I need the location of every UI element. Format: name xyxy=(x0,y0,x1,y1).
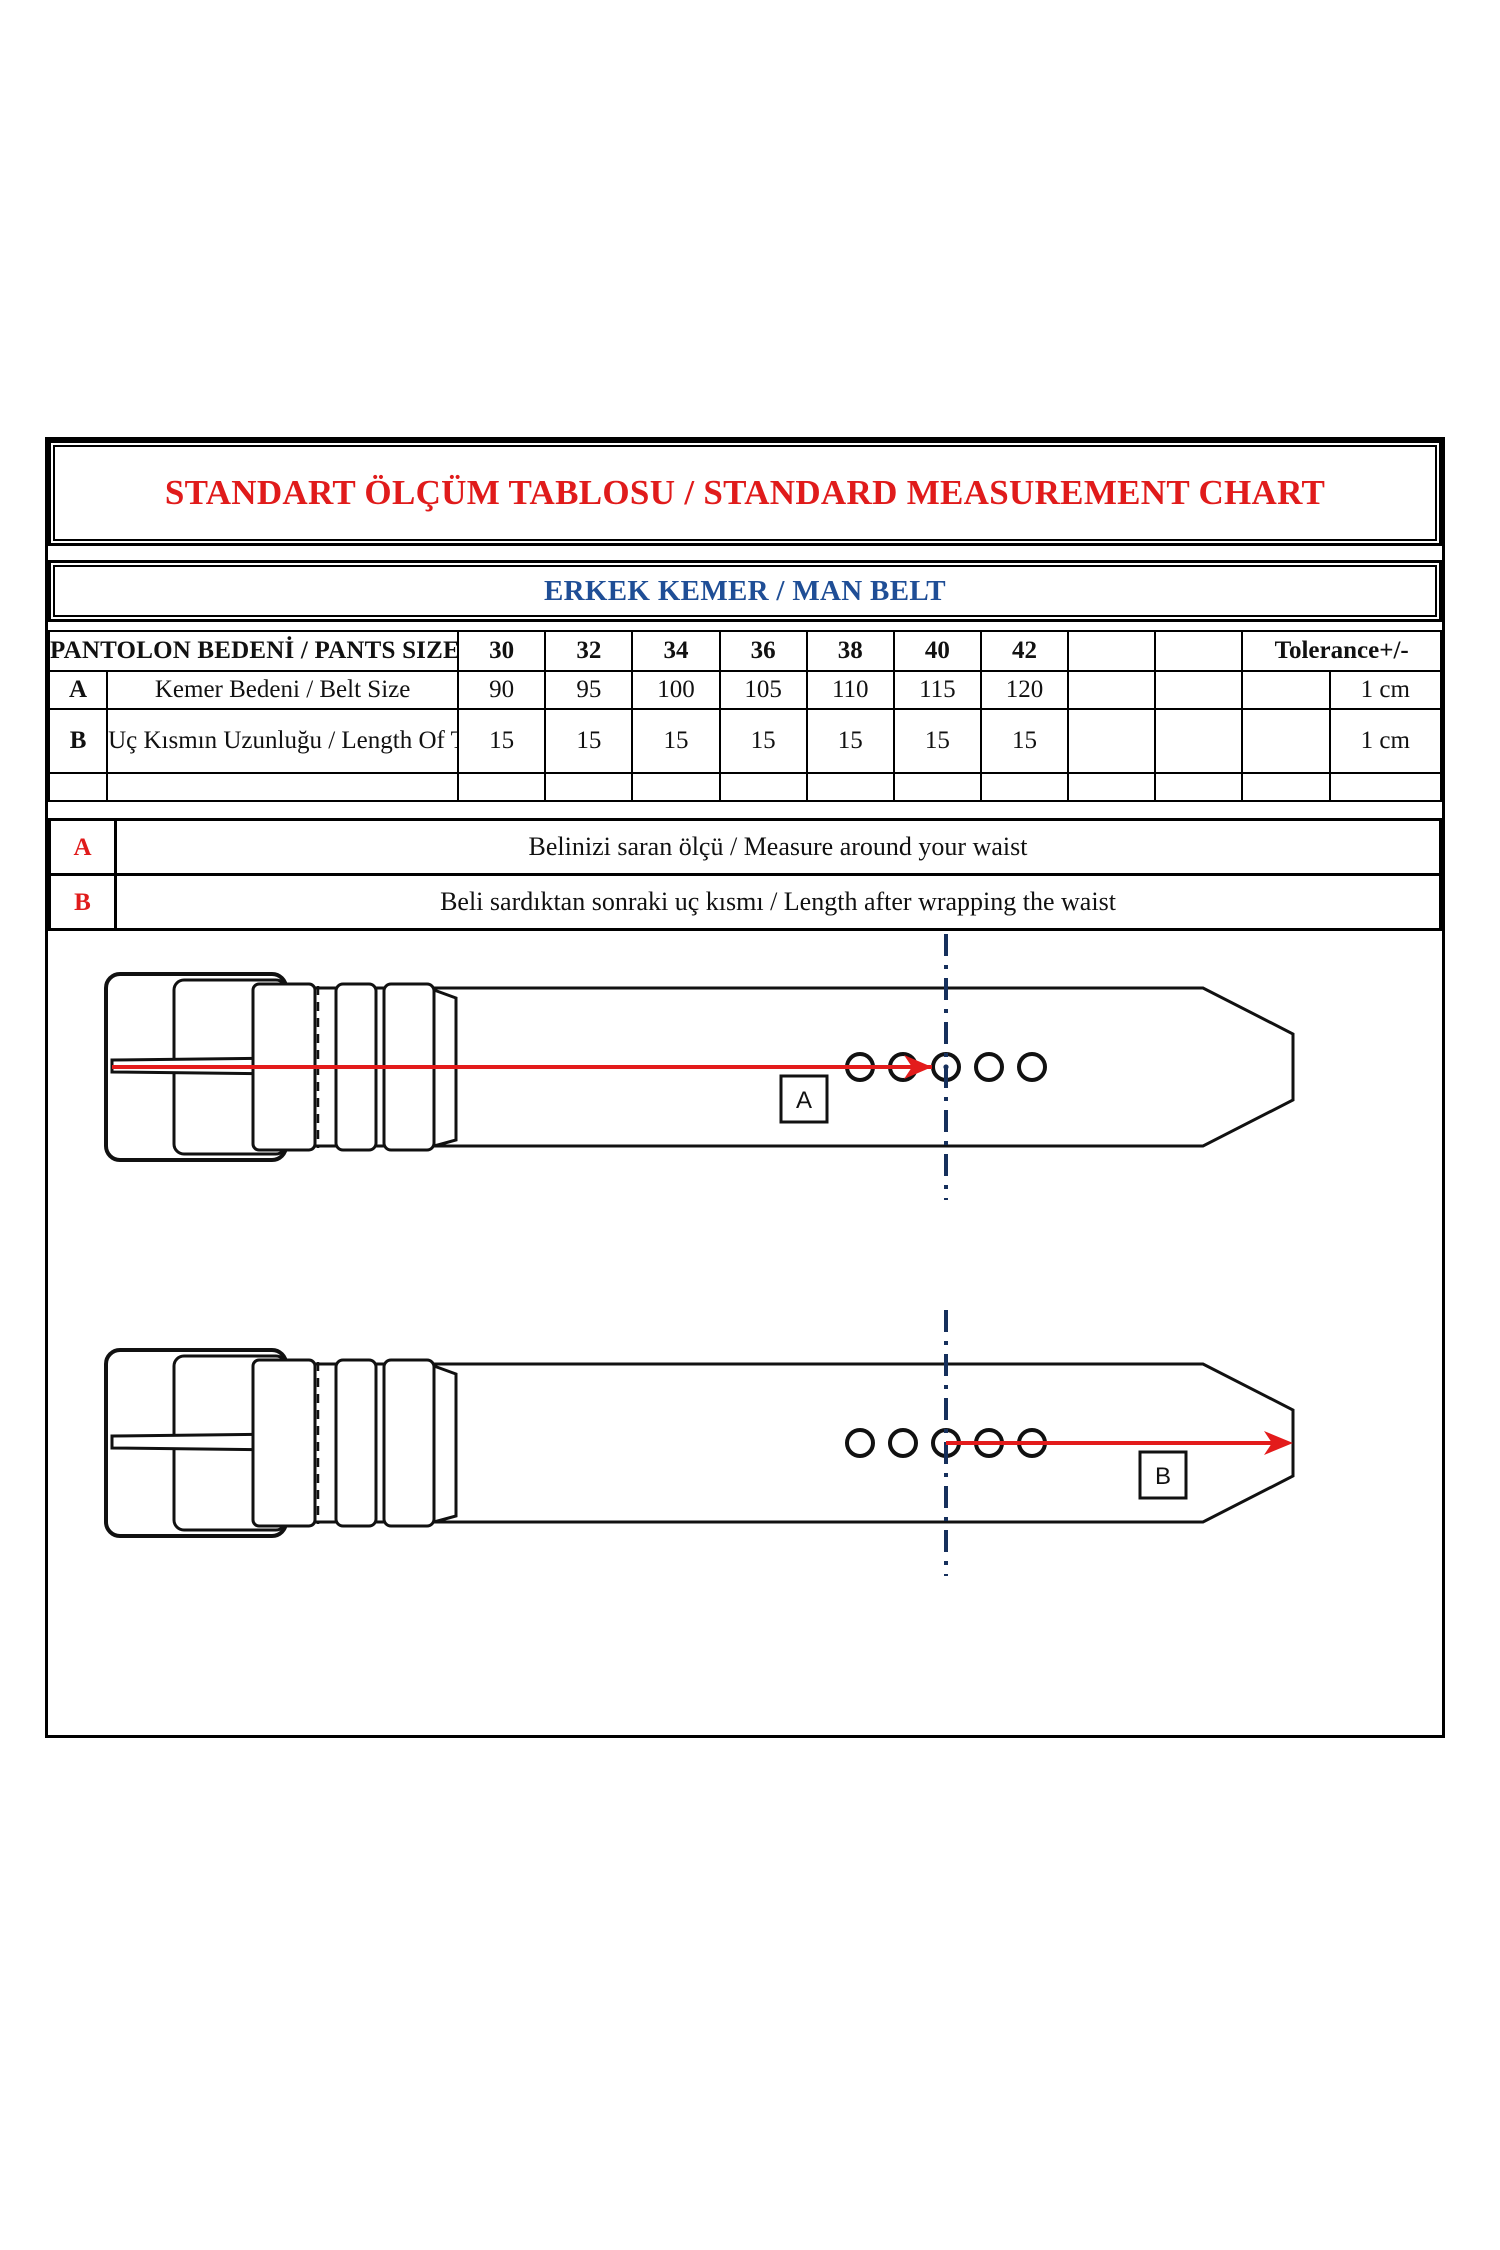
row-b-tolerance: 1 cm xyxy=(1328,708,1443,774)
belt-b-keeper-loop-2 xyxy=(382,1358,436,1528)
chart-subtitle-band: ERKEK KEMER / MAN BELT xyxy=(48,560,1442,622)
belt-a-arrowhead xyxy=(904,1055,932,1079)
spacer-cell-1 xyxy=(47,772,109,802)
table-header-row: PANTOLON BEDENİ / PANTS SIZE 30 32 34 36… xyxy=(47,630,1442,672)
belt-diagram-svg: A xyxy=(104,934,1295,1576)
row-b-label: Uç Kısmın Uzunluğu / Length Of The End P… xyxy=(106,708,460,774)
row-a-blank-3 xyxy=(1241,670,1331,710)
spacer-cell-3 xyxy=(457,772,547,802)
belt-a-label-text: A xyxy=(796,1087,812,1114)
description-b-text: Beli sardıktan sonraki uç kısmı / Length… xyxy=(114,873,1442,931)
row-b-letter: B xyxy=(47,708,109,774)
spacer-cell-6 xyxy=(718,772,808,802)
belt-diagram-a: A xyxy=(104,934,1295,1200)
belt-b-arrowhead xyxy=(1264,1431,1293,1455)
header-blank-1 xyxy=(1067,630,1157,672)
belt-b-keeper-edge xyxy=(432,1363,458,1524)
header-size-36: 36 xyxy=(718,630,808,672)
row-a-value-42: 120 xyxy=(979,670,1070,710)
table-row-b: B Uç Kısmın Uzunluğu / Length Of The End… xyxy=(47,708,1443,774)
spacer-cell-13 xyxy=(1328,772,1443,802)
spacer-cell-10 xyxy=(1067,772,1157,802)
spacer-cell-5 xyxy=(631,772,721,802)
description-row-b: B Beli sardıktan sonraki uç kısmı / Leng… xyxy=(48,873,1442,931)
row-b-value-30: 15 xyxy=(457,708,547,774)
belt-diagram-area: A xyxy=(48,928,1442,1734)
row-a-value-30: 90 xyxy=(457,670,547,710)
belt-a-hole-4 xyxy=(974,1052,1004,1082)
row-b-value-36: 15 xyxy=(718,708,808,774)
header-tolerance: Tolerance+/- xyxy=(1241,630,1442,672)
row-a-value-40: 115 xyxy=(892,670,982,710)
row-a-value-34: 100 xyxy=(631,670,721,710)
header-pants-size: PANTOLON BEDENİ / PANTS SIZE xyxy=(47,630,460,672)
spacer-cell-9 xyxy=(979,772,1070,802)
description-a-text: Belinizi saran ölçü / Measure around you… xyxy=(114,818,1442,876)
row-b-value-34: 15 xyxy=(631,708,721,774)
spacer-cell-11 xyxy=(1154,772,1244,802)
row-a-blank-1 xyxy=(1067,670,1157,710)
header-size-38: 38 xyxy=(805,630,895,672)
row-a-value-32: 95 xyxy=(544,670,634,710)
row-b-value-40: 15 xyxy=(892,708,982,774)
row-a-tolerance: 1 cm xyxy=(1328,670,1443,710)
row-b-value-42: 15 xyxy=(979,708,1070,774)
description-table: A Belinizi saran ölçü / Measure around y… xyxy=(48,818,1442,931)
header-size-40: 40 xyxy=(892,630,982,672)
spacer-cell-2 xyxy=(106,772,460,802)
chart-title-band: STANDART ÖLÇÜM TABLOSU / STANDARD MEASUR… xyxy=(48,440,1442,546)
page-title: STANDART ÖLÇÜM TABLOSU / STANDARD MEASUR… xyxy=(164,473,1326,512)
header-size-32: 32 xyxy=(544,630,634,672)
row-a-label: Kemer Bedeni / Belt Size xyxy=(106,670,460,710)
row-a-letter: A xyxy=(47,670,109,710)
measurement-chart-frame: STANDART ÖLÇÜM TABLOSU / STANDARD MEASUR… xyxy=(45,437,1445,1738)
table-row-a: A Kemer Bedeni / Belt Size 90 95 100 105… xyxy=(47,670,1443,710)
spacer-cell-4 xyxy=(544,772,634,802)
measurement-table: PANTOLON BEDENİ / PANTS SIZE 30 32 34 36… xyxy=(47,630,1443,802)
row-b-blank-2 xyxy=(1154,708,1244,774)
header-size-30: 30 xyxy=(457,630,547,672)
row-b-value-38: 15 xyxy=(805,708,895,774)
header-blank-2 xyxy=(1154,630,1244,672)
belt-b-label-text: B xyxy=(1155,1463,1171,1490)
description-b-letter-text: B xyxy=(74,889,91,916)
row-b-blank-3 xyxy=(1241,708,1331,774)
description-b-letter: B xyxy=(48,873,117,931)
description-a-letter: A xyxy=(48,818,117,876)
belt-b-strap-fold xyxy=(251,1358,317,1528)
spacer-cell-8 xyxy=(892,772,982,802)
belt-a-hole-5 xyxy=(1017,1052,1047,1082)
product-category-title: ERKEK KEMER / MAN BELT xyxy=(544,574,946,607)
spacer-cell-7 xyxy=(805,772,895,802)
header-size-34: 34 xyxy=(631,630,721,672)
description-row-a: A Belinizi saran ölçü / Measure around y… xyxy=(48,818,1442,876)
row-b-blank-1 xyxy=(1067,708,1157,774)
row-a-blank-2 xyxy=(1154,670,1244,710)
belt-diagram-b: B xyxy=(104,1310,1295,1576)
row-a-value-38: 110 xyxy=(805,670,895,710)
belt-b-hole-2 xyxy=(888,1428,918,1458)
table-spacer-row xyxy=(47,772,1443,802)
description-a-letter-text: A xyxy=(73,834,92,861)
belt-b-keeper-loop-1 xyxy=(334,1358,378,1528)
spacer-cell-12 xyxy=(1241,772,1331,802)
belt-a-label-box xyxy=(779,1074,829,1124)
row-b-value-32: 15 xyxy=(544,708,634,774)
belt-b-label-box xyxy=(1138,1450,1188,1500)
row-a-value-36: 105 xyxy=(718,670,808,710)
belt-b-hole-1 xyxy=(845,1428,875,1458)
header-size-42: 42 xyxy=(979,630,1070,672)
